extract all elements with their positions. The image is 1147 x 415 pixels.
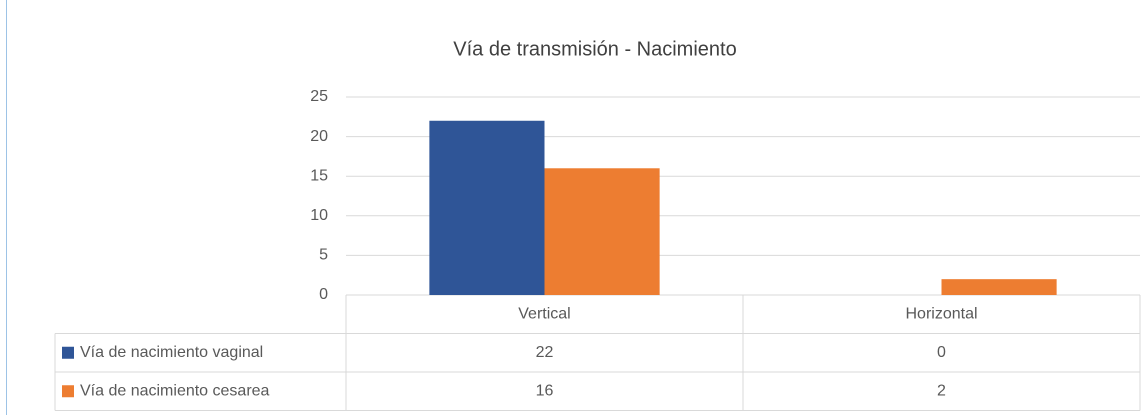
- table-value: 22: [536, 344, 554, 361]
- y-tick-label: 5: [319, 247, 328, 264]
- table-value: 16: [536, 382, 554, 399]
- legend-swatch: [62, 385, 74, 398]
- y-tick-label: 20: [310, 128, 328, 145]
- bar: [941, 279, 1057, 295]
- legend-swatch: [62, 346, 74, 359]
- legend-label: Vía de nacimiento vaginal: [80, 344, 263, 361]
- bar: [429, 120, 545, 295]
- y-tick-label: 10: [310, 207, 328, 224]
- bar: [544, 168, 660, 295]
- x-tick-label: Vertical: [518, 305, 570, 322]
- y-tick-label: 0: [319, 286, 328, 303]
- y-tick-label: 15: [310, 167, 328, 184]
- chart-title: Vía de transmisión - Nacimiento: [453, 38, 736, 60]
- legend-label: Vía de nacimiento cesarea: [80, 382, 270, 399]
- table-value: 2: [937, 382, 946, 399]
- y-tick-label: 25: [310, 88, 328, 105]
- table-value: 0: [937, 344, 946, 361]
- x-tick-label: Horizontal: [905, 305, 977, 322]
